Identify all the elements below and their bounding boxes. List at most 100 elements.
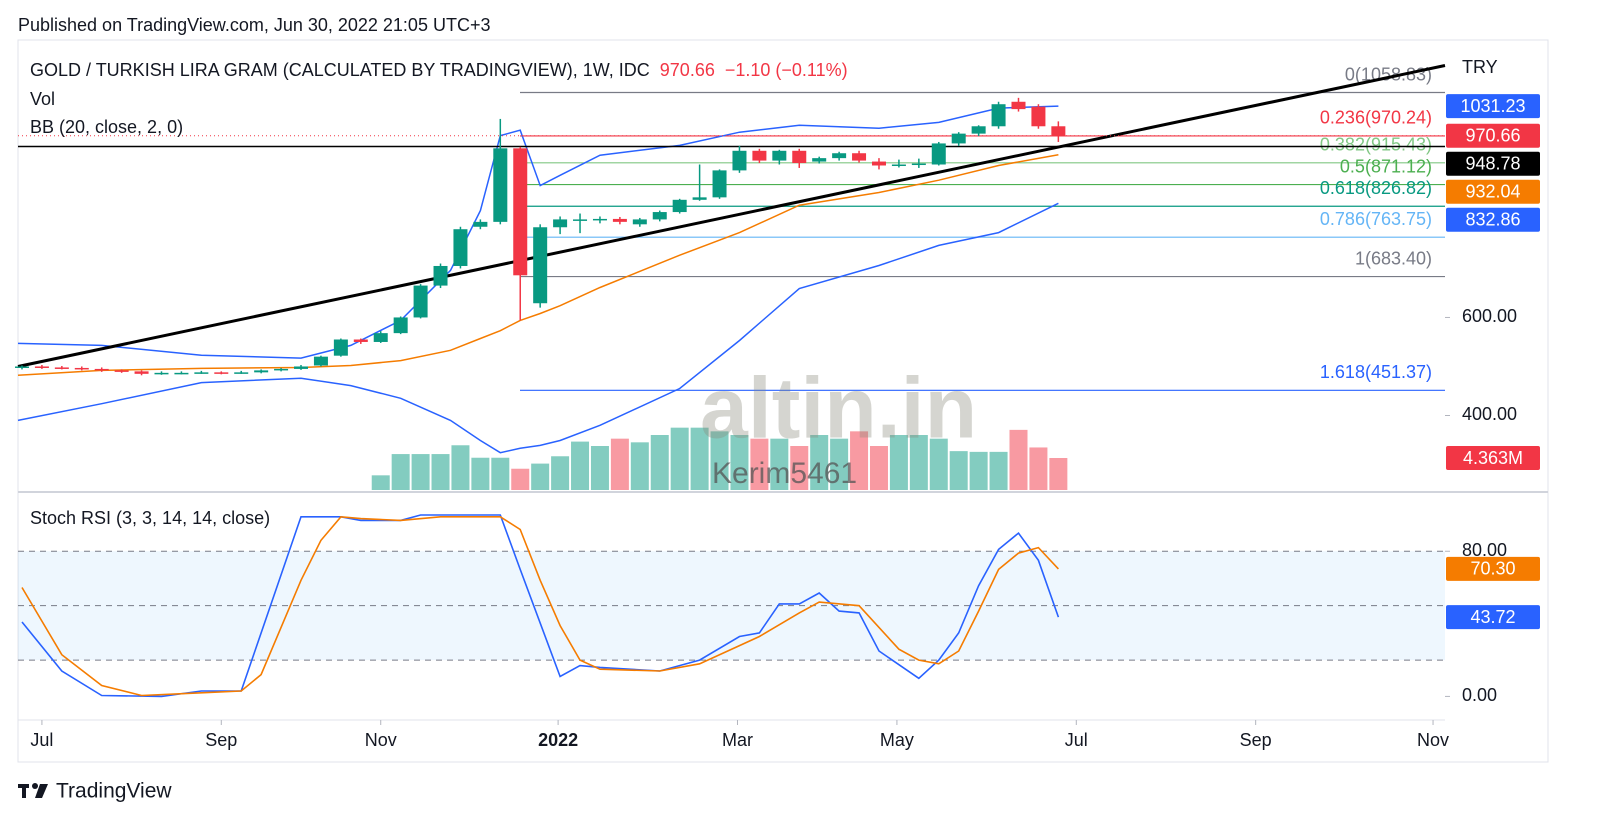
x-tick-label: Sep [1240, 730, 1272, 750]
price-label-box [1446, 123, 1540, 148]
candle-body [592, 218, 607, 221]
volume-bar [431, 454, 450, 490]
candle-body [652, 212, 667, 220]
fib-label: 0.786(763.75) [1320, 209, 1432, 229]
header: GOLD / TURKISH LIRA GRAM (CALCULATED BY … [30, 60, 848, 80]
volume-bar [850, 431, 869, 490]
candle-body [832, 153, 847, 159]
y-tick-label: 400.00 [1462, 404, 1517, 424]
candle-body [951, 133, 966, 144]
bb-basis [17, 153, 1059, 377]
volume-bar [571, 441, 590, 490]
candle-body [174, 372, 189, 375]
price-label-box [1446, 94, 1540, 119]
volume-bar [830, 438, 849, 490]
logo-part [32, 783, 38, 789]
candle-body [294, 366, 309, 369]
volume-bar [1049, 458, 1068, 490]
volume-bar [650, 435, 669, 490]
volume-bar [869, 446, 888, 490]
fib-label: 0.5(871.12) [1340, 156, 1432, 176]
candle-body [792, 150, 807, 164]
candle-body [573, 219, 588, 221]
candle-body [433, 265, 448, 286]
volume-bar [790, 446, 809, 490]
candle-body [692, 197, 707, 200]
volume-bar [391, 454, 410, 490]
volume-bar [989, 451, 1008, 490]
candle-body [632, 219, 647, 225]
x-tick-label: Nov [365, 730, 397, 750]
candle-body [533, 227, 548, 304]
volume-bar [630, 442, 649, 490]
published-note: Published on TradingView.com, Jun 30, 20… [18, 15, 490, 35]
legend-volume: Vol [30, 89, 55, 109]
x-tick-label: Jul [30, 730, 53, 750]
currency: TRY [1462, 57, 1498, 77]
candle-body [513, 148, 528, 276]
candle-body [214, 372, 229, 374]
candle-body [274, 368, 289, 371]
candle-body [333, 339, 348, 356]
y-tick-label: 0.00 [1462, 685, 1497, 705]
volume-bar [1009, 429, 1028, 490]
price-label: 832.86 [1465, 210, 1520, 230]
candle-body [353, 339, 368, 342]
y-tick-label: 600.00 [1462, 306, 1517, 326]
fib-label: 0.618(826.82) [1320, 178, 1432, 198]
x-tick-label: Sep [205, 730, 237, 750]
price-label: 948.78 [1465, 154, 1520, 174]
volume-bar [690, 427, 709, 490]
candle-body [453, 229, 468, 266]
candle-body [852, 153, 867, 161]
candle-body [254, 370, 269, 373]
author-watermark: Kerim5461 [712, 457, 857, 490]
legend-bb: BB (20, close, 2, 0) [30, 117, 183, 137]
stoch-line [21, 515, 1059, 697]
volume-bar [949, 451, 968, 490]
candle-body [812, 158, 827, 162]
volume-bar [909, 435, 928, 490]
volume-bar [491, 457, 510, 490]
candle-body [94, 368, 109, 371]
price-label-box [1446, 446, 1540, 471]
logo-part [35, 784, 48, 798]
candle-body [154, 372, 169, 375]
x-tick-label: 2022 [538, 730, 578, 750]
volume-bar [371, 475, 390, 490]
candle-body [1011, 101, 1026, 110]
price-label: 43.72 [1470, 607, 1515, 627]
candle-body [553, 219, 568, 228]
candle-body [672, 199, 687, 213]
volume-bar [451, 445, 470, 490]
candle-body [911, 163, 926, 166]
candle-body [373, 333, 388, 342]
stoch-line [21, 514, 1060, 698]
candle-body [194, 372, 209, 374]
x-tick-label: Nov [1417, 730, 1449, 750]
candle-body [493, 148, 508, 222]
y-tick-label: 80.00 [1462, 540, 1507, 560]
candle-body [473, 221, 488, 227]
volume-bar [929, 438, 948, 490]
candle-body [134, 371, 149, 374]
price-label-box [1446, 605, 1540, 630]
candle-body [612, 218, 627, 222]
logo-part [22, 784, 26, 798]
candle-body [772, 150, 787, 161]
price-label-box [1446, 556, 1540, 581]
volume-bar [471, 457, 490, 490]
fib-label: 0(1058.83) [1345, 64, 1432, 84]
fib-label: 1(683.40) [1355, 248, 1432, 268]
watermark: altin.in [700, 361, 977, 457]
candle-body [931, 143, 946, 165]
plot: 0(1058.83) 0.236(970.24) 0.382(915.43)0.5(… [14, 64, 1540, 750]
bb-lower [17, 202, 1059, 454]
volume-bar [551, 456, 570, 490]
volume-bar [1029, 447, 1048, 490]
price-label: 932.04 [1465, 182, 1520, 202]
price-label-box [1446, 151, 1540, 176]
candle-body [393, 317, 408, 334]
stoch-title: Stoch RSI (3, 3, 14, 14, close) [30, 508, 270, 528]
